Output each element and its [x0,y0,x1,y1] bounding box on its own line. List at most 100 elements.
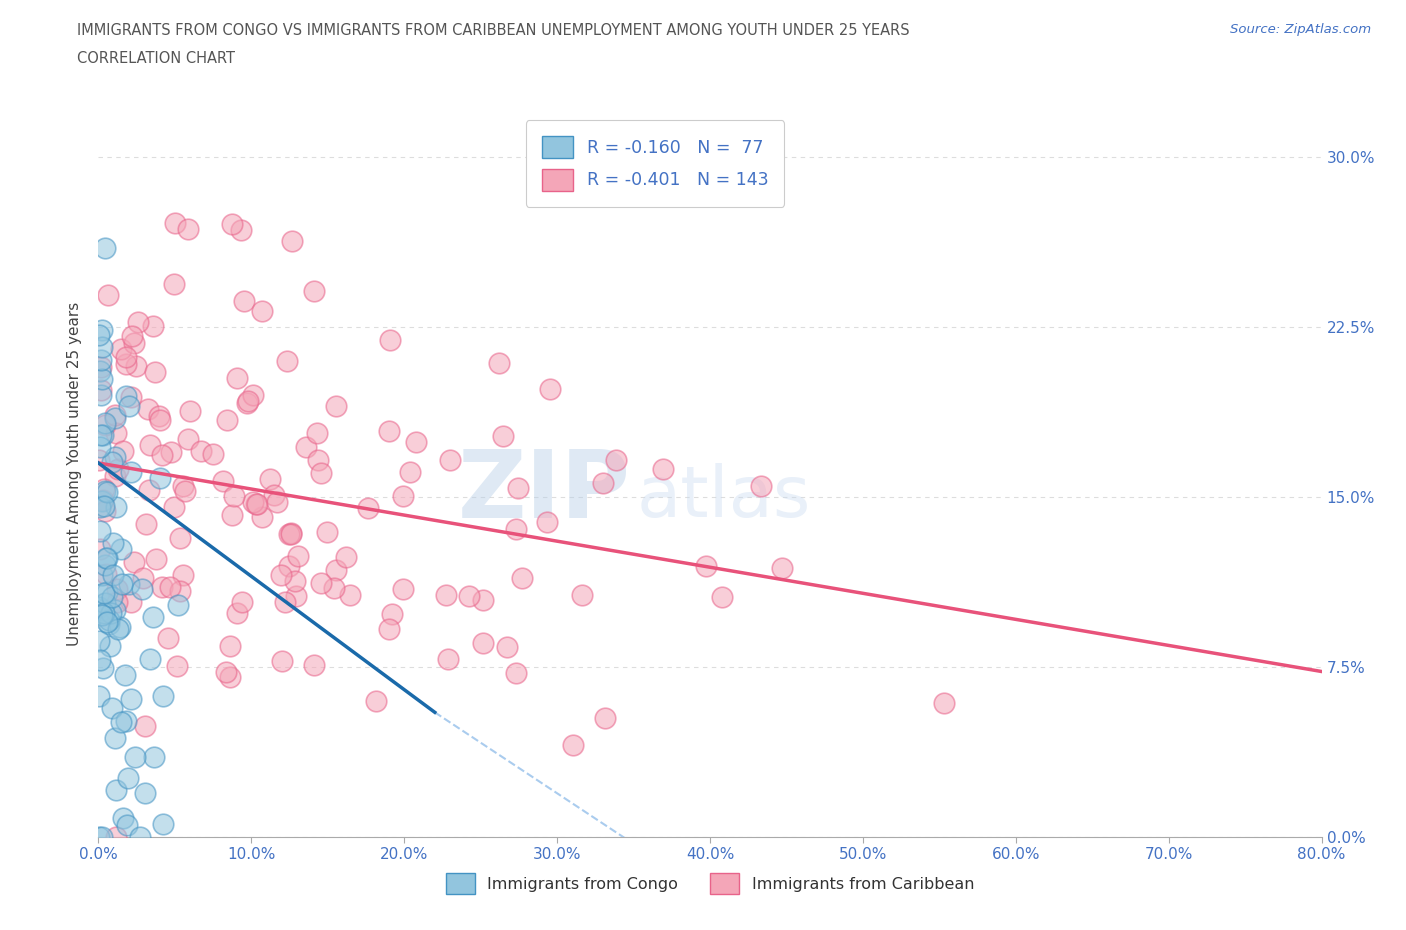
Point [378,423,401,438]
Point [94,418,117,432]
Point [172,567,194,582]
Point [93,558,115,573]
Point [508,481,530,496]
Point [87,830,110,844]
Point [176,221,198,236]
Y-axis label: Unemployment Among Youth under 25 years: Unemployment Among Youth under 25 years [67,302,83,646]
Point [159,445,181,459]
Point [266,495,288,510]
Point [169,583,191,598]
Point [505,666,527,681]
Point [749,479,772,494]
Point [111,811,134,826]
Point [285,589,308,604]
Point [87,688,110,703]
Point [770,561,793,576]
Point [145,551,167,566]
Point [172,479,194,494]
Point [91,493,114,508]
Point [138,483,160,498]
Point [115,350,138,365]
Point [173,484,195,498]
Point [89,542,111,557]
Point [91,340,114,355]
Point [114,713,136,728]
Point [252,304,274,319]
Point [149,471,172,485]
Point [357,500,380,515]
Point [339,588,361,603]
Point [309,466,332,481]
Point [104,449,127,464]
Point [110,714,132,729]
Point [93,605,115,620]
Point [538,381,561,396]
Point [271,654,294,669]
Point [120,390,142,405]
Point [128,830,150,844]
Point [561,737,583,752]
Point [280,525,302,540]
Point [114,389,136,404]
Point [118,577,141,591]
Point [122,554,145,569]
Point [127,314,149,329]
Point [221,508,243,523]
Point [276,354,298,369]
Point [104,499,127,514]
Point [93,498,115,513]
Point [114,357,136,372]
Point [134,785,156,800]
Point [121,328,143,343]
Point [87,328,110,343]
Point [307,453,329,468]
Point [142,318,165,333]
Point [122,336,145,351]
Point [120,692,142,707]
Point [325,399,347,414]
Point [652,461,675,476]
Point [304,658,326,673]
Point [593,711,616,725]
Point [219,639,242,654]
Point [378,621,401,636]
Point [316,525,339,539]
Point [163,216,186,231]
Point [437,652,460,667]
Point [94,595,117,610]
Point [97,617,120,631]
Point [94,484,117,498]
Point [91,607,114,622]
Point [222,488,245,503]
Point [212,473,235,488]
Point [169,531,191,546]
Point [270,568,292,583]
Point [107,461,129,476]
Point [90,568,112,583]
Point [605,452,627,467]
Point [143,365,166,379]
Point [91,830,114,844]
Point [236,393,259,408]
Point [592,475,614,490]
Point [91,428,114,443]
Point [242,495,264,510]
Point [152,689,174,704]
Point [89,524,111,538]
Point [96,551,118,565]
Point [510,570,533,585]
Point [94,551,117,565]
Point [90,382,112,397]
Point [231,223,253,238]
Point [89,499,111,514]
Point [120,595,142,610]
Point [277,526,299,541]
Point [202,446,225,461]
Point [231,594,253,609]
Point [114,668,136,683]
Point [157,631,180,645]
Point [115,817,138,832]
Point [136,402,159,417]
Point [246,497,269,512]
Point [98,613,121,628]
